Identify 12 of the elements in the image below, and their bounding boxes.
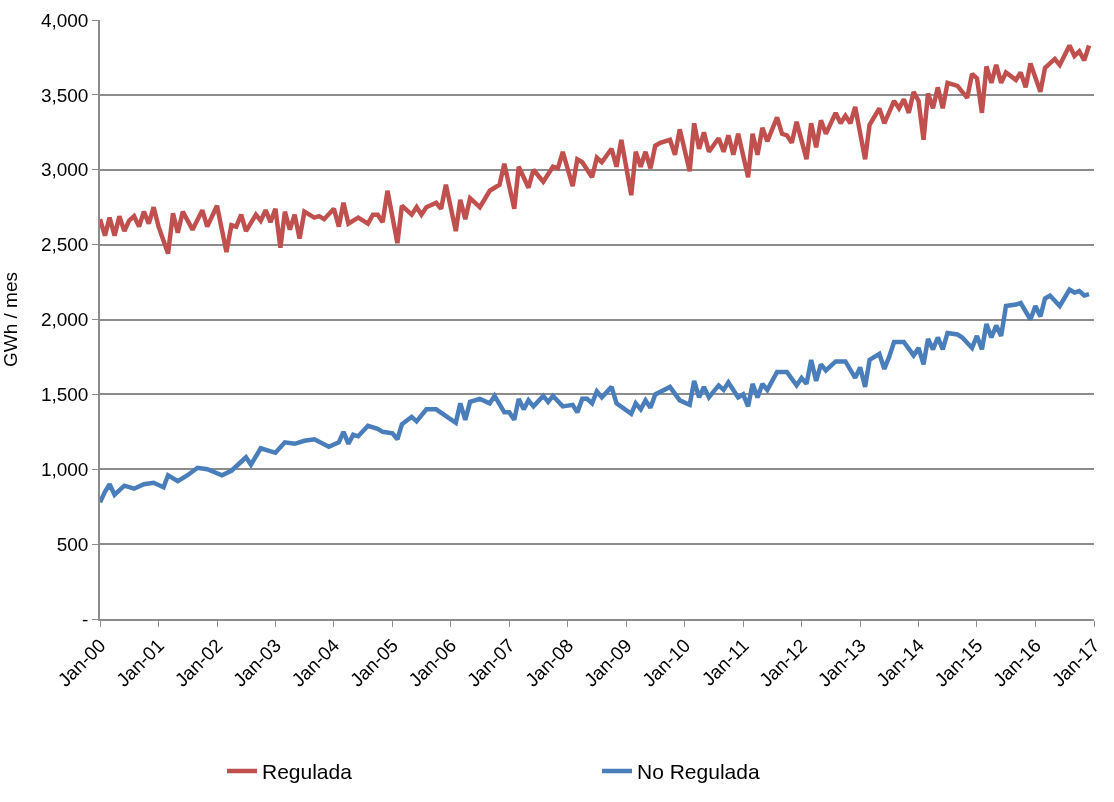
y-axis-title: GWh / mes: [0, 271, 22, 368]
y-tick-label: 4,000: [40, 9, 89, 31]
y-tick-label: 3,000: [40, 159, 89, 181]
y-tick-label: 2,500: [40, 234, 89, 256]
y-tick-label: 2,000: [40, 309, 89, 331]
y-tick-label: 500: [56, 533, 89, 555]
legend-label: No Regulada: [637, 760, 760, 784]
y-tick-label: -: [82, 608, 89, 630]
y-tick-label: 3,500: [40, 84, 89, 106]
legend-label: Regulada: [262, 760, 353, 784]
y-tick-label: 1,500: [40, 384, 89, 406]
y-tick-label: 1,000: [40, 458, 89, 480]
